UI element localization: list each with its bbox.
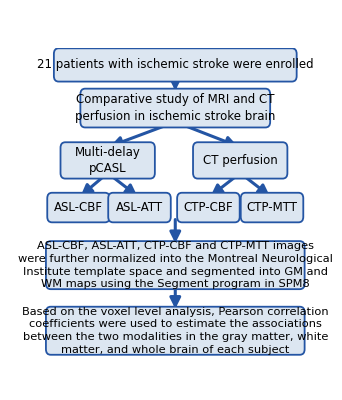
FancyBboxPatch shape xyxy=(80,89,270,128)
FancyBboxPatch shape xyxy=(46,241,305,289)
FancyBboxPatch shape xyxy=(46,307,305,355)
Text: CTP-CBF: CTP-CBF xyxy=(184,201,233,214)
Text: 21 patients with ischemic stroke were enrolled: 21 patients with ischemic stroke were en… xyxy=(37,58,314,72)
FancyBboxPatch shape xyxy=(54,48,297,82)
Text: Multi-delay
pCASL: Multi-delay pCASL xyxy=(75,146,141,175)
Text: CT perfusion: CT perfusion xyxy=(203,154,278,167)
FancyBboxPatch shape xyxy=(108,193,171,222)
FancyBboxPatch shape xyxy=(61,142,155,178)
Text: CTP-MTT: CTP-MTT xyxy=(247,201,298,214)
Text: ASL-CBF, ASL-ATT, CTP-CBF and CTP-MTT images
were further normalized into the Mo: ASL-CBF, ASL-ATT, CTP-CBF and CTP-MTT im… xyxy=(18,241,333,289)
FancyBboxPatch shape xyxy=(177,193,240,222)
Text: Comparative study of MRI and CT
perfusion in ischemic stroke brain: Comparative study of MRI and CT perfusio… xyxy=(75,93,275,123)
FancyBboxPatch shape xyxy=(241,193,303,222)
Text: Based on the voxel level analysis, Pearson correlation
coefficients were used to: Based on the voxel level analysis, Pears… xyxy=(22,306,329,355)
FancyBboxPatch shape xyxy=(193,142,287,178)
FancyBboxPatch shape xyxy=(47,193,110,222)
Text: ASL-ATT: ASL-ATT xyxy=(116,201,163,214)
Text: ASL-CBF: ASL-CBF xyxy=(54,201,103,214)
